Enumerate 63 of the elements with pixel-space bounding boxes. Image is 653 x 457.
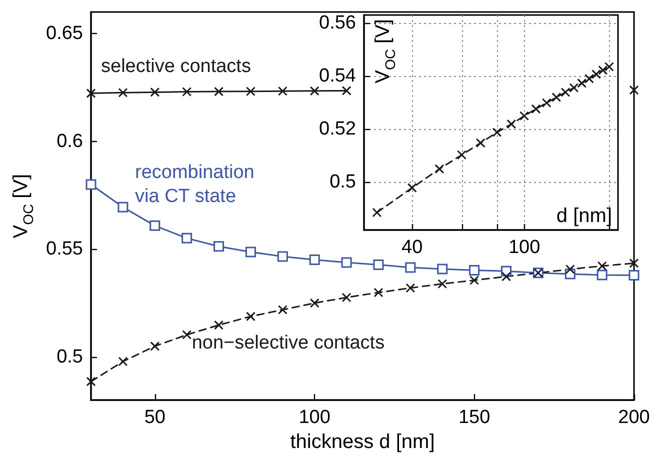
- point: [118, 356, 128, 366]
- y-tick-label: 0.6: [56, 130, 83, 152]
- x-tick-label: 200: [618, 407, 650, 428]
- point: [501, 272, 511, 282]
- x-axis-title: thickness d [nm]: [290, 431, 435, 453]
- point: [629, 258, 639, 268]
- x-tick-label: 150: [458, 407, 490, 428]
- y-tick-label: 0.5: [56, 346, 83, 368]
- point: [278, 305, 288, 315]
- point: [86, 88, 96, 98]
- point: [565, 264, 575, 274]
- y-tick-label: 0.55: [46, 238, 83, 260]
- point: [214, 320, 224, 330]
- y-tick-label: 0.65: [46, 23, 83, 44]
- point: [310, 86, 320, 96]
- y-axis-title: VOC [V]: [10, 174, 36, 238]
- point: [438, 279, 448, 289]
- point: [150, 220, 160, 231]
- point: [86, 179, 96, 190]
- x-tick-label: 50: [144, 407, 166, 428]
- y-tick-label: 0.54: [319, 66, 356, 87]
- point: [596, 270, 608, 280]
- point: [278, 86, 288, 96]
- y-tick-label: 0.56: [319, 12, 356, 34]
- point: [470, 275, 480, 285]
- point: [309, 254, 320, 265]
- point: [341, 257, 352, 268]
- point: [150, 341, 160, 351]
- point: [246, 86, 256, 96]
- point: [246, 312, 256, 322]
- point: [86, 376, 96, 386]
- point: [214, 86, 224, 96]
- x-tick-label: 40: [402, 237, 423, 258]
- point: [597, 261, 607, 271]
- x-tick-label: 100: [298, 407, 330, 428]
- point: [118, 202, 128, 212]
- point: [628, 270, 640, 281]
- point: [629, 85, 639, 95]
- y-tick-label: 0.52: [319, 118, 356, 140]
- series-label: selective contacts: [101, 56, 251, 77]
- point: [182, 330, 192, 340]
- y-axis-title: VOC [V]: [372, 18, 398, 84]
- point: [214, 241, 224, 252]
- point: [150, 87, 160, 97]
- point: [374, 288, 384, 298]
- point: [277, 251, 288, 262]
- x-tick-label: 100: [508, 237, 540, 258]
- y-tick-label: 0.5: [330, 172, 356, 193]
- point: [469, 265, 480, 276]
- series-label: non−selective contacts: [192, 332, 385, 354]
- point: [406, 283, 416, 293]
- point: [342, 86, 352, 96]
- point: [342, 292, 352, 302]
- point: [182, 232, 192, 244]
- point: [373, 259, 384, 270]
- point: [437, 264, 448, 274]
- point: [118, 88, 128, 98]
- point: [310, 298, 320, 308]
- point: [405, 262, 416, 273]
- point: [245, 246, 256, 258]
- series-label: recombination via CT state: [135, 162, 254, 207]
- x-axis-title: d [nm]: [556, 205, 612, 227]
- point: [182, 87, 192, 97]
